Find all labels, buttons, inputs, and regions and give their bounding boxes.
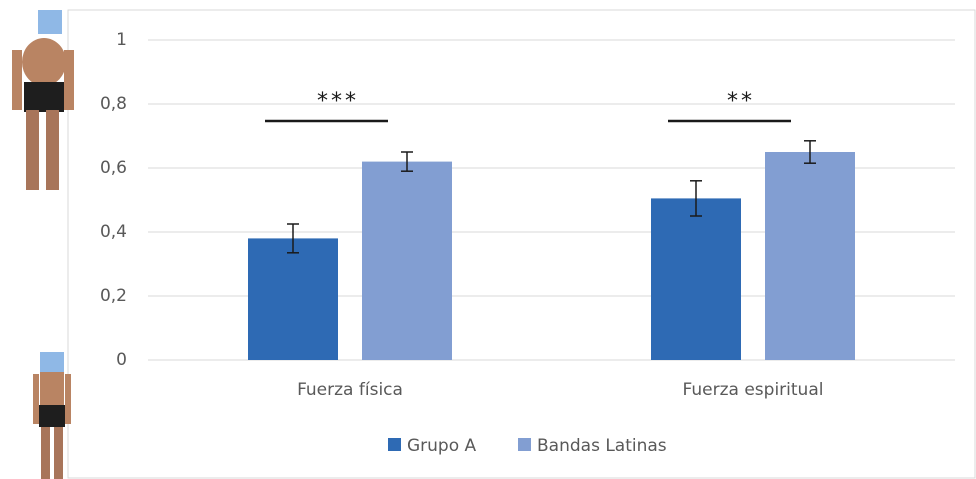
bar: [651, 198, 741, 360]
y-tick-label: 0,8: [100, 94, 127, 114]
chart-frame: [67, 9, 976, 479]
x-tick-label: Fuerza física: [297, 380, 403, 400]
figure-slim: [33, 352, 71, 479]
bar: [765, 152, 855, 360]
y-tick-label: 0,6: [100, 158, 127, 178]
legend-swatch: [518, 438, 531, 451]
y-tick-label: 0,2: [100, 286, 127, 306]
x-tick-label: Fuerza espiritual: [683, 380, 824, 400]
figure-muscular: [12, 10, 74, 190]
bar: [362, 161, 452, 360]
y-tick-label: 1: [116, 30, 127, 50]
y-tick-label: 0,4: [100, 222, 127, 242]
significance-label: **: [727, 89, 755, 114]
y-tick-label: 0: [116, 350, 127, 370]
bar: [248, 238, 338, 360]
legend-swatch: [388, 438, 401, 451]
legend-label: Grupo A: [407, 436, 477, 456]
significance-label: ***: [317, 89, 359, 114]
legend-label: Bandas Latinas: [537, 436, 667, 456]
